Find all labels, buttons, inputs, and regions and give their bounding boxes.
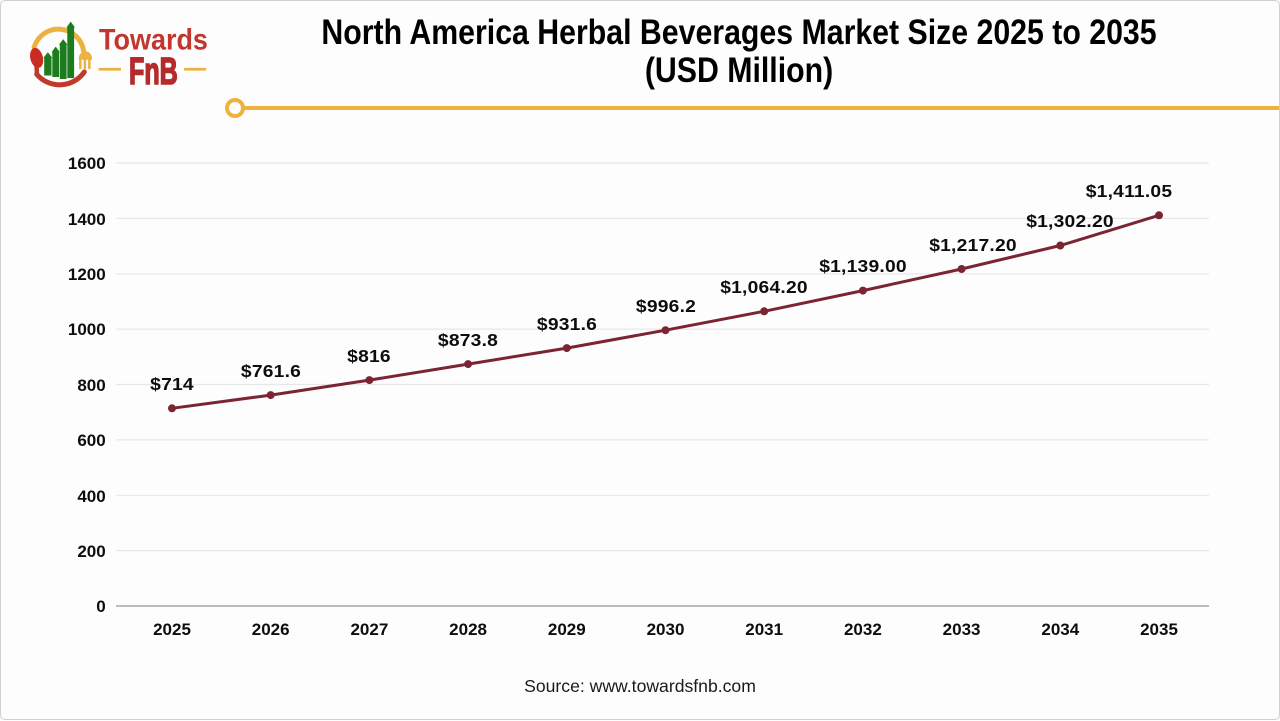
svg-text:Towards: Towards: [99, 23, 208, 57]
svg-text:FnB: FnB: [129, 50, 178, 92]
